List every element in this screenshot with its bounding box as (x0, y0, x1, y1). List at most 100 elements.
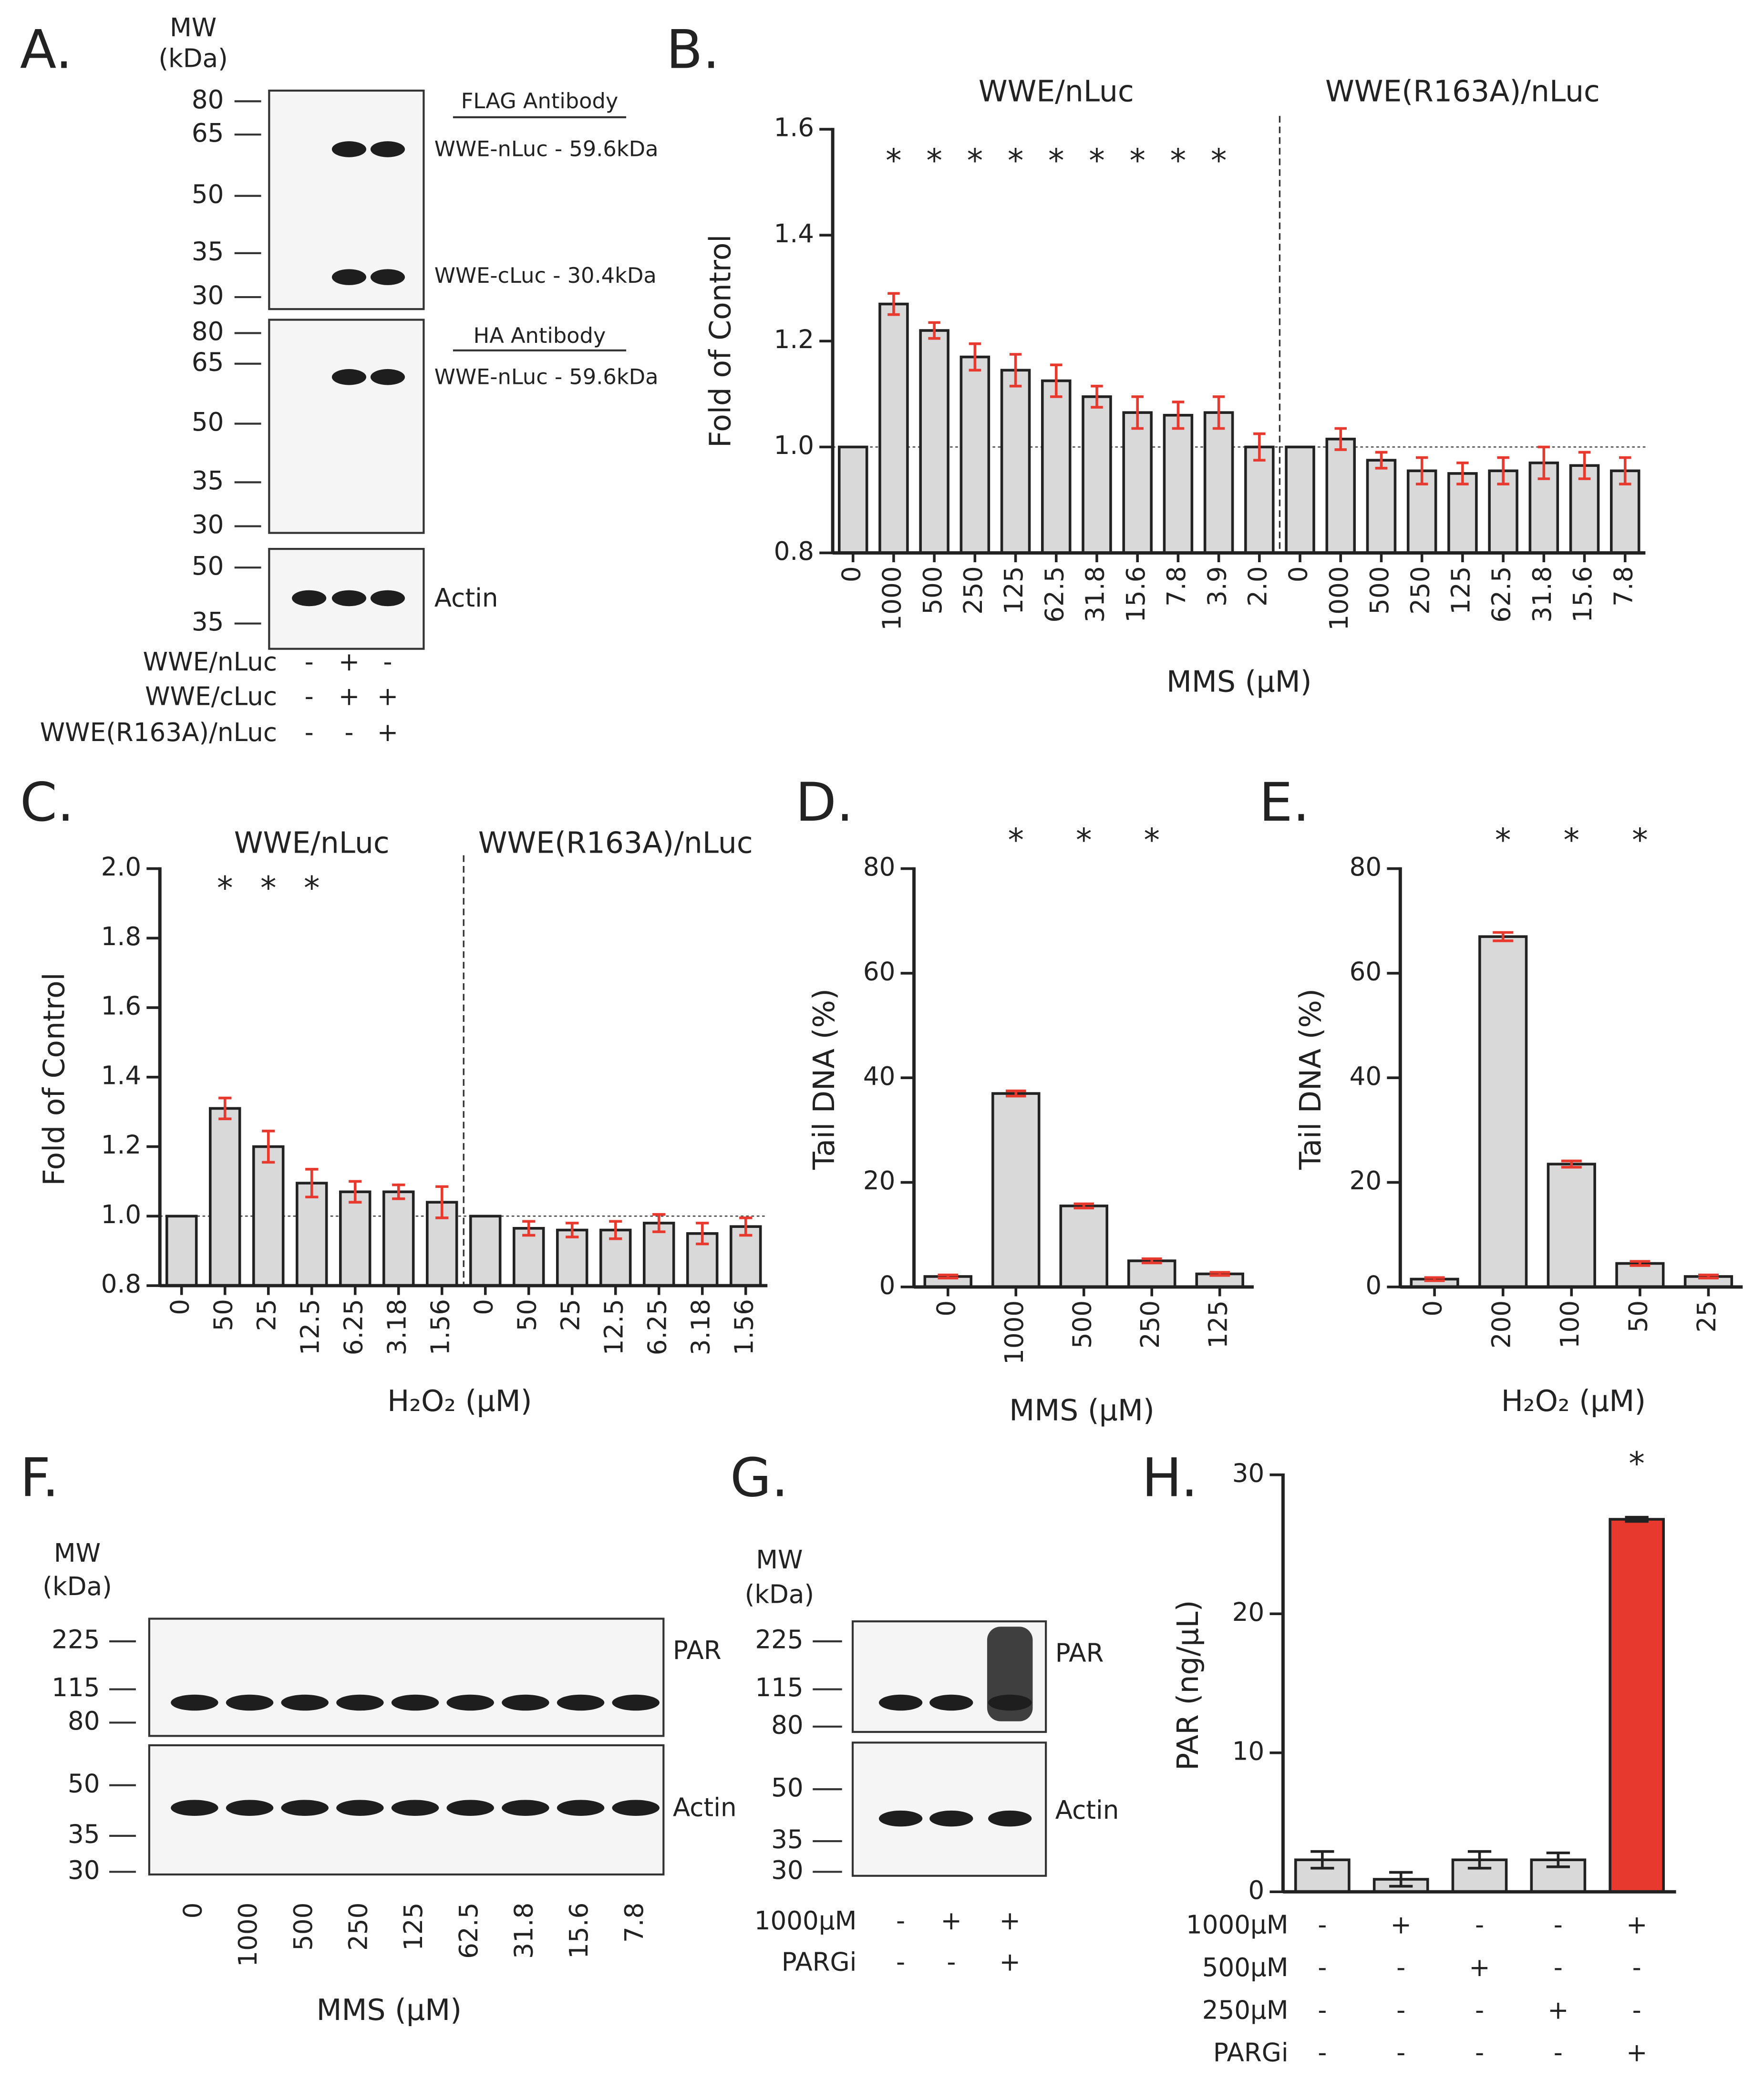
significance: * (1632, 821, 1648, 858)
y-tick-label: 1.2 (101, 1130, 141, 1160)
ladder-label: 50 (192, 551, 224, 581)
significance: * (217, 869, 233, 907)
bar (837, 445, 868, 555)
condition-sign: - (383, 647, 392, 677)
condition-sign: + (1626, 1910, 1647, 1940)
y-tick-label: 20 (1232, 1597, 1265, 1627)
ladder-label: 80 (192, 317, 224, 346)
error-bar (1131, 395, 1144, 430)
panel-label: F. (20, 1447, 59, 1509)
band (929, 1810, 973, 1827)
bar (1203, 411, 1234, 555)
error-bar (696, 1222, 709, 1246)
y-tick-label: 20 (1350, 1166, 1382, 1195)
significance: * (304, 869, 320, 907)
error-bar (1537, 445, 1550, 480)
y-tick-label: 30 (1232, 1458, 1265, 1488)
ladder-label: 50 (192, 179, 224, 209)
band (226, 1800, 274, 1816)
error-bar (349, 1180, 362, 1204)
x-axis-label: MMS (μM) (1009, 1394, 1155, 1428)
x-tick-label: 0 (1418, 1300, 1448, 1317)
x-tick-label: 0 (165, 1299, 195, 1315)
bar (1325, 437, 1356, 555)
ladder-label: 115 (52, 1673, 100, 1702)
band-smear (987, 1627, 1033, 1721)
band (171, 1800, 218, 1816)
band (391, 1694, 439, 1711)
y-axis-label: Fold of Control (37, 972, 71, 1185)
x-tick-label: 15.6 (1121, 566, 1151, 622)
y-tick-label: 1.4 (101, 1061, 141, 1090)
condition-label: 1000μM (1186, 1910, 1289, 1940)
ladder-label: 115 (755, 1673, 803, 1702)
y-tick-label: 1.6 (774, 113, 814, 143)
ladder-label: 30 (771, 1855, 804, 1885)
x-tick-label: 31.8 (1081, 566, 1110, 622)
condition-sign: + (1390, 1910, 1411, 1940)
band (557, 1800, 605, 1816)
lane-label: 500 (289, 1903, 318, 1951)
ladder-label: 80 (192, 85, 224, 114)
x-tick-label: 200 (1486, 1300, 1516, 1349)
membrane (148, 1617, 665, 1737)
x-tick-label: 250 (1135, 1300, 1165, 1349)
x-tick-label: 1000 (877, 566, 907, 630)
group-label: WWE(R163A)/nLuc (1325, 75, 1600, 109)
error-bar (566, 1222, 579, 1238)
condition-sign: - (1632, 1995, 1641, 2025)
ladder-label: 50 (192, 407, 224, 437)
y-tick-label: 0 (879, 1270, 896, 1300)
band (557, 1694, 605, 1711)
error-bar (1172, 401, 1185, 430)
error-bar (1456, 461, 1469, 485)
x-tick-label: 500 (918, 566, 948, 614)
x-tick-label: 50 (208, 1299, 238, 1331)
membrane-label: Actin (434, 583, 498, 613)
bar (1478, 935, 1528, 1288)
band (370, 590, 405, 607)
y-axis-label: PAR (ng/μL) (1171, 1600, 1205, 1771)
y-tick-label: 80 (1350, 852, 1382, 882)
mw-header: (kDa) (42, 1572, 112, 1601)
error-bar (938, 1273, 959, 1280)
x-tick-label: 25 (252, 1299, 281, 1331)
y-tick-label: 80 (863, 852, 896, 882)
error-bar (392, 1183, 405, 1200)
error-bar (1467, 1850, 1492, 1870)
membrane-label: PAR (1055, 1638, 1104, 1668)
x-tick-label: 0 (931, 1300, 961, 1317)
ladder-label: 225 (52, 1625, 100, 1655)
condition-sign: + (941, 1906, 962, 1936)
x-tick-label: 6.25 (339, 1299, 368, 1355)
y-tick-label: 1.8 (101, 922, 141, 951)
condition-sign: - (1318, 1910, 1327, 1940)
group-label: WWE(R163A)/nLuc (478, 826, 753, 860)
mw-header: MW (54, 1538, 101, 1568)
lane-label: 1000 (233, 1903, 263, 1967)
condition-label: 500μM (1202, 1953, 1289, 1982)
band (502, 1800, 549, 1816)
significance: * (886, 142, 902, 179)
band (878, 1694, 923, 1711)
x-tick-label: 125 (999, 566, 1029, 614)
error-bar (262, 1129, 275, 1164)
y-tick-label: 1.6 (101, 991, 141, 1021)
bar (991, 1092, 1041, 1288)
error-bar (1005, 1089, 1026, 1098)
band (502, 1694, 549, 1711)
y-tick-label: 60 (863, 957, 896, 987)
band (171, 1694, 218, 1711)
x-tick-label: 125 (1203, 1300, 1233, 1349)
condition-label: WWE/nLuc (143, 647, 278, 677)
significance: * (1495, 821, 1511, 858)
x-tick-label: 500 (1067, 1300, 1097, 1349)
x-tick-label: 0 (469, 1299, 498, 1315)
y-tick-label: 0.8 (101, 1269, 141, 1299)
condition-sign: - (1632, 1953, 1641, 1982)
y-tick-label: 1.4 (774, 219, 814, 248)
condition-sign: + (1626, 2038, 1647, 2068)
error-bar (1073, 1202, 1094, 1210)
x-tick-label: 125 (1446, 566, 1476, 614)
band (336, 1694, 384, 1711)
